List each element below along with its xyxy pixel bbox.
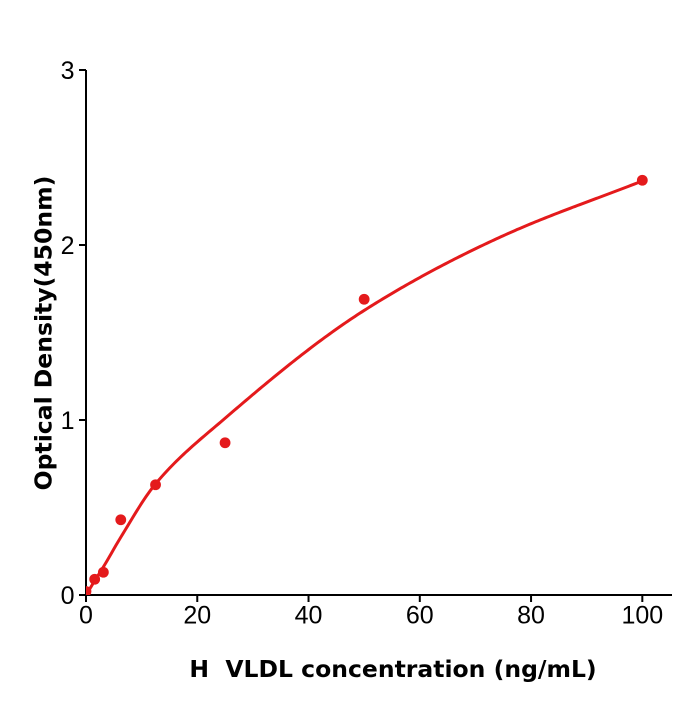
data-point [636, 174, 648, 186]
x-tick-label: 40 [295, 602, 323, 630]
data-point [358, 293, 370, 305]
x-tick-labels: 0 20 40 60 80 100 [79, 602, 663, 630]
data-point [97, 566, 109, 578]
y-axis-label: Optical Density(450nm) [30, 176, 58, 491]
data-point [219, 437, 231, 449]
x-tick-label: 100 [621, 602, 663, 630]
y-tick-label: 3 [61, 57, 75, 85]
y-tick-labels: 0 1 2 3 [61, 57, 75, 610]
plot-area [86, 174, 648, 595]
x-tick-label: 0 [79, 602, 93, 630]
x-axis-label: H VLDL concentration (ng/mL) [189, 655, 596, 683]
y-tick-label: 0 [61, 582, 75, 610]
fit-curve-line [86, 179, 644, 595]
x-tick-label: 20 [183, 602, 211, 630]
axes [85, 70, 672, 596]
y-tick-label: 1 [61, 407, 75, 435]
data-point [89, 573, 101, 585]
axis-spines [85, 70, 672, 596]
x-tick-label: 60 [406, 602, 434, 630]
x-ticks [85, 595, 644, 602]
data-point [115, 514, 127, 526]
data-points [86, 174, 648, 595]
data-point [150, 479, 161, 491]
data-point [86, 586, 92, 595]
x-tick-label: 80 [517, 602, 545, 630]
y-tick-label: 2 [61, 232, 75, 260]
y-ticks [79, 69, 86, 596]
